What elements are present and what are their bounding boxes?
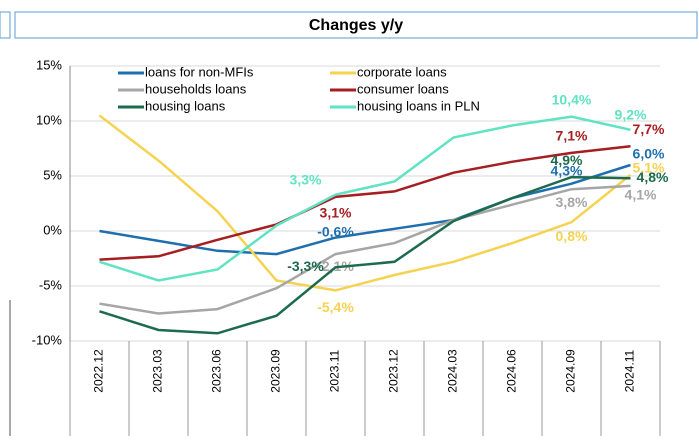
x-tick-label: 2022.12: [92, 349, 106, 393]
data-label: -3,3%: [287, 258, 324, 274]
series-line: [99, 115, 631, 282]
y-tick-label: 5%: [43, 167, 62, 182]
series-line: [99, 163, 631, 256]
x-tick-label: 2023.06: [210, 349, 224, 393]
x-tick-label: 2023.11: [328, 349, 342, 392]
chart-title: Changes y/y: [309, 17, 403, 34]
data-label: 5,1%: [633, 160, 665, 176]
x-tick-label: 2023.03: [151, 349, 165, 393]
data-label: 0,8%: [556, 228, 588, 244]
y-tick-label: 0%: [43, 222, 62, 237]
data-label: 3,8%: [556, 194, 588, 210]
data-label: 7,1%: [556, 128, 588, 144]
x-tick-label: 2024.03: [446, 349, 460, 393]
legend-label: housing loans: [145, 98, 226, 113]
data-label: -0,6%: [317, 223, 354, 239]
series-line: [98, 114, 632, 292]
data-label: 10,4%: [552, 91, 592, 107]
legend-label: housing loans in PLN: [357, 98, 480, 113]
data-label: 4,1%: [625, 187, 657, 203]
legend-label: consumer loans: [357, 81, 449, 96]
title-box: [14, 11, 698, 39]
data-label: 6,0%: [633, 146, 665, 162]
data-label: 3,3%: [290, 171, 322, 187]
y-tick-label: 10%: [36, 112, 62, 127]
legend-label: loans for non-MFIs: [145, 64, 254, 79]
data-label: -5,4%: [317, 299, 354, 315]
y-tick-label: -5%: [39, 277, 63, 292]
data-label: -2,1%: [317, 258, 354, 274]
data-label: 4,3%: [551, 162, 583, 178]
y-tick-label: -10%: [32, 332, 63, 347]
side-box: [0, 11, 11, 39]
x-tick-label: 2024.11: [623, 349, 637, 392]
data-label: 9,2%: [615, 107, 647, 123]
legend-label: corporate loans: [357, 64, 447, 79]
data-label: 4,8%: [637, 169, 669, 185]
x-tick-label: 2023.12: [387, 349, 401, 393]
x-tick-label: 2023.09: [269, 349, 283, 393]
x-tick-label: 2024.09: [564, 349, 578, 393]
data-label: 4,9%: [551, 152, 583, 168]
series-line: [99, 175, 631, 335]
data-label: 7,7%: [633, 121, 665, 137]
legend-label: households loans: [145, 81, 247, 96]
series-line: [99, 184, 631, 315]
x-tick-label: 2024.06: [505, 349, 519, 393]
data-label: 3,1%: [320, 205, 352, 221]
series-line: [99, 145, 631, 261]
y-tick-label: 15%: [36, 57, 62, 72]
